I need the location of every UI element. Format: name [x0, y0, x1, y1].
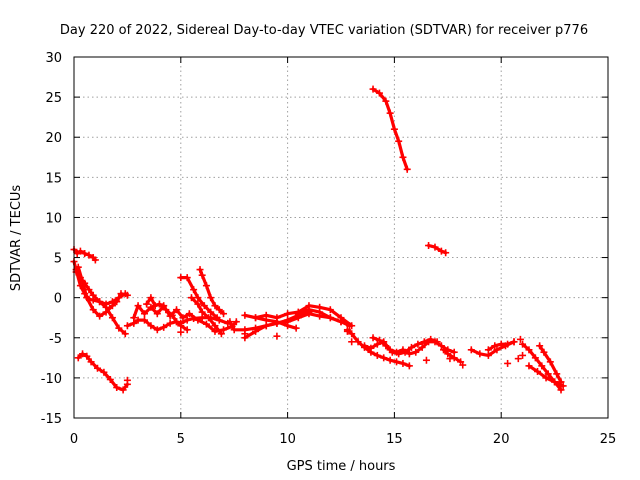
plot-frame	[73, 56, 609, 419]
x-tick-labels: 0 5 10 15 20 25	[70, 432, 616, 447]
series-arc-14	[254, 304, 354, 328]
x-tick-label: 10	[279, 432, 296, 447]
gridlines	[74, 57, 608, 418]
x-tick-label: 5	[177, 432, 185, 447]
series-arc-4	[76, 265, 130, 318]
y-axis-label: SDTVAR / TECUs	[9, 185, 24, 292]
series-arc-10	[189, 296, 223, 336]
y-tick-label: -15	[41, 412, 62, 427]
y-tick-label: 5	[54, 252, 62, 267]
series-arc-17	[345, 328, 411, 368]
x-tick-label: 25	[600, 432, 617, 447]
y-tick-label: -5	[49, 332, 62, 347]
data-points	[70, 85, 567, 394]
y-tick-labels: -15 -10 -5 0 5 10 15 20 25 30	[41, 51, 62, 427]
y-tick-label: 10	[45, 211, 62, 226]
y-tick-label: -10	[41, 372, 62, 387]
y-tick-label: 25	[45, 91, 62, 106]
y-tick-label: 30	[45, 51, 62, 66]
x-tick-label: 0	[70, 432, 78, 447]
series-arc-22	[441, 348, 463, 364]
chart-title: Day 220 of 2022, Sidereal Day-to-day VTE…	[60, 23, 588, 38]
axis-ticks	[73, 56, 609, 419]
y-tick-label: 15	[45, 171, 62, 186]
x-tick-label: 15	[386, 432, 403, 447]
data-traces	[72, 87, 565, 392]
x-axis-label: GPS time / hours	[287, 459, 396, 474]
series-arc-5	[76, 352, 130, 392]
y-tick-label: 0	[54, 292, 62, 307]
x-tick-label: 20	[493, 432, 510, 447]
y-tick-label: 20	[45, 131, 62, 146]
